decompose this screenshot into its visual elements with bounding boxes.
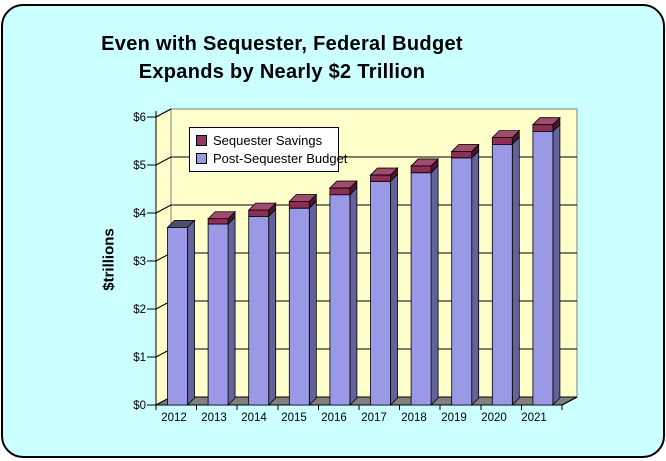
bar-2014 xyxy=(247,202,277,406)
y-tick-connector xyxy=(155,156,172,166)
bar-side-face xyxy=(390,173,398,406)
y-axis-label: $3 xyxy=(133,256,146,268)
bar-front-face xyxy=(288,207,310,406)
bar-2012 xyxy=(166,219,196,406)
bar-top-face xyxy=(166,219,196,228)
x-axis-label: 2019 xyxy=(441,412,467,424)
legend-label-sequester-savings: Sequester Savings xyxy=(213,132,323,148)
x-axis-label: 2013 xyxy=(201,412,227,424)
y-axis-label: $1 xyxy=(133,352,146,364)
chart-title-line-1: Even with Sequester, Federal Budget xyxy=(101,33,463,55)
bar-front-face xyxy=(167,226,188,406)
x-axis-label: 2015 xyxy=(281,412,307,424)
x-axis-label: 2021 xyxy=(521,412,547,424)
bar-side-face xyxy=(552,123,561,406)
bar-front-face xyxy=(329,194,351,406)
x-axis-label: 2012 xyxy=(161,412,187,424)
bar-side-face xyxy=(308,200,317,406)
cap-front-face xyxy=(248,209,270,217)
bar-2020 xyxy=(491,129,521,406)
bar-2013 xyxy=(207,210,237,406)
chart-card: Even with Sequester, Federal Budget Expa… xyxy=(1,4,665,458)
bar-side-face xyxy=(187,219,195,406)
y-tick-connector xyxy=(155,108,172,118)
y-axis-label: $5 xyxy=(133,160,146,172)
bar-front-face xyxy=(410,172,432,406)
cap-front-face xyxy=(410,165,432,174)
x-axis-label: 2014 xyxy=(241,412,267,424)
y-tick-connector xyxy=(155,204,172,214)
bar-2016 xyxy=(328,180,358,406)
x-axis-label: 2020 xyxy=(481,412,507,424)
cap-front-face xyxy=(370,174,391,182)
y-axis-label: $2 xyxy=(133,304,146,316)
bar-front-face xyxy=(248,215,270,406)
y-axis-label: $4 xyxy=(133,208,146,220)
bar-side-face xyxy=(349,186,358,406)
chart-title-line-2: Expands by Nearly $2 Trillion xyxy=(138,61,426,83)
legend-row-sequester-savings: Sequester Savings xyxy=(196,131,332,149)
x-axis-label: 2016 xyxy=(321,412,347,424)
bar-side-face xyxy=(471,149,480,406)
chart-title: Even with Sequester, Federal Budget Expa… xyxy=(3,30,561,86)
cap-front-face xyxy=(329,187,351,196)
bar-front-face xyxy=(207,223,229,406)
legend: Sequester Savings Post-Sequester Budget xyxy=(189,127,347,172)
bar-2019 xyxy=(450,143,480,406)
bar-2021 xyxy=(531,116,561,406)
legend-label-post-sequester-budget: Post-Sequester Budget xyxy=(213,150,348,166)
bar-side-face xyxy=(227,216,236,406)
bar-side-face xyxy=(511,136,520,406)
x-axis-label: 2017 xyxy=(361,412,387,424)
cap-front-face xyxy=(451,151,473,159)
bar-side-face xyxy=(268,208,277,406)
legend-swatch-sequester-savings xyxy=(196,134,207,146)
cap-front-face xyxy=(491,137,513,145)
legend-row-post-sequester-budget: Post-Sequester Budget xyxy=(196,149,347,167)
y-axis-label: $6 xyxy=(133,112,146,124)
bar-2017 xyxy=(369,167,399,406)
bar-front-face xyxy=(370,180,391,406)
bar-2015 xyxy=(288,193,318,406)
y-axis-label: $0 xyxy=(133,400,146,412)
bar-2018 xyxy=(410,157,440,406)
cap-front-face xyxy=(288,201,310,209)
y-axis-title: $trillions xyxy=(100,228,118,291)
bar-front-face xyxy=(451,157,473,406)
x-axis-depth-line xyxy=(561,396,578,406)
cap-front-face xyxy=(532,124,554,132)
x-axis-label: 2018 xyxy=(401,412,427,424)
cap-front-face xyxy=(207,218,229,225)
bar-side-face xyxy=(430,164,439,406)
bar-front-face xyxy=(532,131,554,406)
legend-swatch-post-sequester-budget xyxy=(196,152,207,164)
bar-front-face xyxy=(491,143,513,406)
